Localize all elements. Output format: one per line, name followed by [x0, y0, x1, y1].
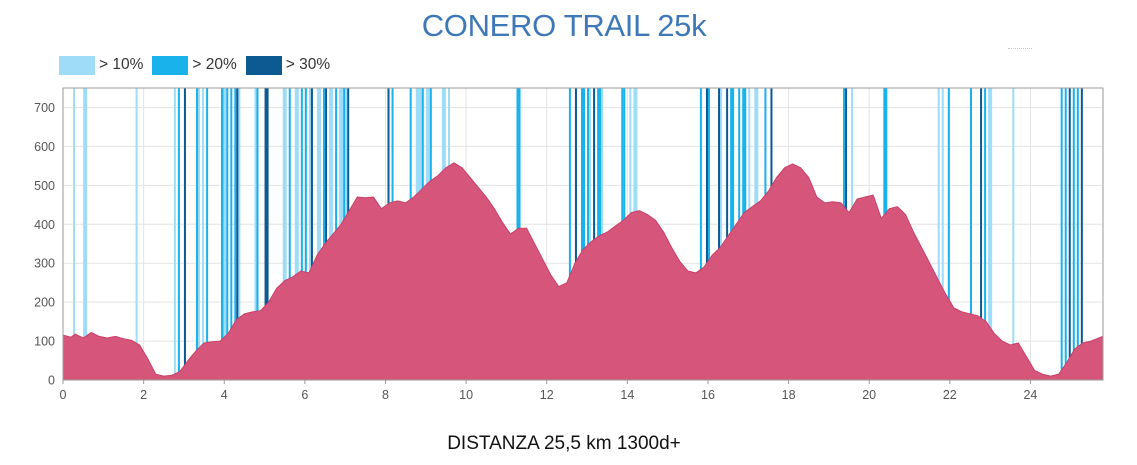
y-tick-label: 400 — [34, 218, 55, 232]
slope-band — [73, 88, 76, 380]
slope-band — [1076, 88, 1079, 380]
x-tick-label: 24 — [1023, 388, 1037, 402]
x-tick-label: 8 — [382, 388, 389, 402]
slope-band — [196, 88, 199, 380]
slope-band — [1080, 88, 1083, 380]
slope-band — [720, 88, 723, 380]
slope-band — [980, 88, 983, 380]
slope-band — [256, 88, 259, 380]
slope-band — [707, 88, 710, 380]
legend-item-30: > 30% — [245, 55, 331, 75]
x-tick-label: 16 — [701, 388, 715, 402]
slope-band — [574, 88, 577, 380]
slope-band — [221, 88, 224, 380]
slope-band — [206, 88, 209, 380]
x-tick-label: 12 — [540, 388, 554, 402]
chart-title: CONERO TRAIL 25k — [421, 8, 707, 43]
slope-band — [323, 88, 326, 380]
slope-band — [718, 88, 721, 380]
slope-band — [294, 88, 299, 380]
y-tick-label: 600 — [34, 140, 55, 154]
slope-band — [198, 88, 201, 380]
slope-band — [316, 88, 321, 380]
x-tick-label: 4 — [221, 388, 228, 402]
slope-band — [593, 88, 596, 380]
slope-band — [988, 88, 993, 380]
slope-band — [254, 88, 257, 380]
slope-band — [310, 88, 313, 380]
y-tick-label: 500 — [34, 179, 55, 193]
slope-band — [699, 88, 702, 380]
slope-band — [264, 88, 269, 380]
plot-border — [62, 87, 1104, 381]
slope-band — [937, 88, 940, 380]
legend-swatch-30 — [245, 55, 282, 75]
distance-caption: DISTANZA 25,5 km 1300d+ — [447, 433, 681, 454]
slope-band — [304, 88, 307, 380]
legend-swatch-20 — [152, 55, 189, 75]
slope-band — [984, 88, 987, 380]
slope-band — [580, 88, 586, 380]
slope-band — [1060, 88, 1063, 380]
slope-band — [173, 88, 176, 380]
x-tick-label: 18 — [782, 388, 796, 402]
x-tick-label: 6 — [301, 388, 308, 402]
slope-band — [329, 88, 334, 380]
x-axis-ticks: 0 2 4 6 8 10 12 14 16 18 20 22 24 — [60, 380, 1037, 402]
slope-band — [282, 88, 287, 380]
slope-band — [597, 88, 602, 380]
x-tick-label: 2 — [140, 388, 147, 402]
slope-band — [589, 88, 592, 380]
legend-swatch-10 — [59, 55, 95, 75]
elevation-area — [62, 162, 1104, 381]
slope-band — [1064, 88, 1067, 380]
y-tick-label: 700 — [34, 101, 55, 115]
legend-label-10: > 10% — [99, 56, 144, 73]
legend-label-30: > 30% — [285, 56, 331, 73]
slope-band — [230, 88, 233, 380]
slope-band — [969, 88, 972, 380]
slope-band — [568, 88, 571, 380]
legend-item-20: > 20% — [152, 55, 237, 75]
slope-band — [325, 88, 328, 380]
slope-band — [238, 88, 241, 380]
y-tick-label: 300 — [34, 257, 55, 271]
legend-label-20: > 20% — [192, 56, 237, 73]
slope-band — [288, 88, 291, 380]
slope-band — [135, 88, 138, 380]
slope-band — [726, 88, 729, 380]
y-tick-label: 200 — [34, 296, 55, 310]
slope-band — [236, 88, 239, 380]
x-tick-label: 10 — [459, 388, 473, 402]
slope-band — [587, 88, 590, 380]
slope-band — [226, 88, 229, 380]
x-tick-label: 14 — [620, 388, 634, 402]
slope-band — [177, 88, 180, 380]
slope-band — [234, 88, 237, 380]
slope-band — [1068, 88, 1071, 380]
slope-band — [1072, 88, 1075, 380]
slope-band — [947, 88, 950, 380]
slope-band — [1012, 88, 1015, 380]
slope-band — [300, 88, 303, 380]
decorative-dots — [1008, 48, 1032, 52]
legend: > 10% > 20% > 30% — [59, 53, 339, 77]
slope-band — [223, 88, 227, 380]
slope-band — [202, 88, 205, 380]
slope-band — [941, 88, 944, 380]
x-tick-label: 20 — [862, 388, 876, 402]
elevation-chart: 0 2 4 6 8 10 12 14 16 18 20 22 24 010020030040050060… — [34, 87, 1104, 402]
slope-band — [83, 88, 88, 380]
x-tick-label: 22 — [943, 388, 957, 402]
x-tick-label: 0 — [60, 388, 67, 402]
slope-band — [183, 88, 186, 380]
y-axis-ticks: 0 100 200 300 400 500 600 700 — [34, 101, 55, 388]
y-tick-label: 0 — [48, 374, 55, 388]
y-tick-label: 100 — [34, 335, 55, 349]
legend-item-10: > 10% — [59, 55, 144, 75]
slope-band — [705, 88, 708, 380]
